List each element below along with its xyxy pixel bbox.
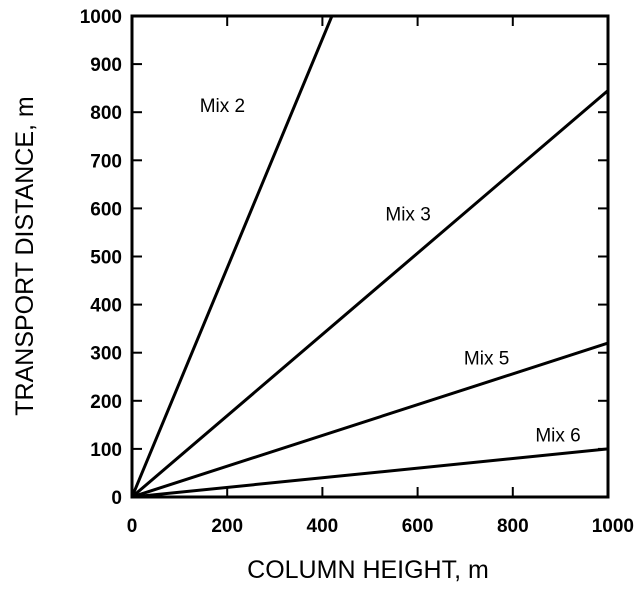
y-tick-label: 0 [111,488,122,509]
y-tick-label: 400 [90,296,122,317]
x-tick-label: 800 [497,516,529,537]
y-axis-title: TRANSPORT DISTANCE, m [11,96,39,415]
x-tick-label: 400 [307,516,339,537]
y-tick-label: 600 [90,199,122,220]
series-label-mix-6: Mix 6 [535,426,580,447]
x-tick-label: 0 [127,516,138,537]
y-tick-label: 900 [90,55,122,76]
series-line-mix-6 [132,447,608,497]
plot-area: 0 100 200 300 400 500 600 700 800 900 1000 0 200 400 6… [80,7,634,537]
x-tick-label: 200 [211,516,243,537]
series-label-mix-5: Mix 5 [464,349,509,370]
y-tick-label: 1000 [80,7,122,28]
series-line-mix-5 [132,341,608,497]
y-tick-label: 500 [90,248,122,269]
y-tick-label: 200 [90,392,122,413]
x-tick-label: 1000 [592,516,634,537]
series-label-mix-3: Mix 3 [385,204,430,225]
series-line-mix-2 [132,16,334,497]
x-axis-title: COLUMN HEIGHT, m [247,556,489,584]
series-label-mix-2: Mix 2 [200,96,245,117]
y-tick-label: 800 [90,103,122,124]
y-tick-label: 300 [90,344,122,365]
y-tick-label: 700 [90,151,122,172]
x-tick-label: 600 [402,516,434,537]
y-tick-label: 100 [90,440,122,461]
series-line-mix-3 [132,89,608,497]
